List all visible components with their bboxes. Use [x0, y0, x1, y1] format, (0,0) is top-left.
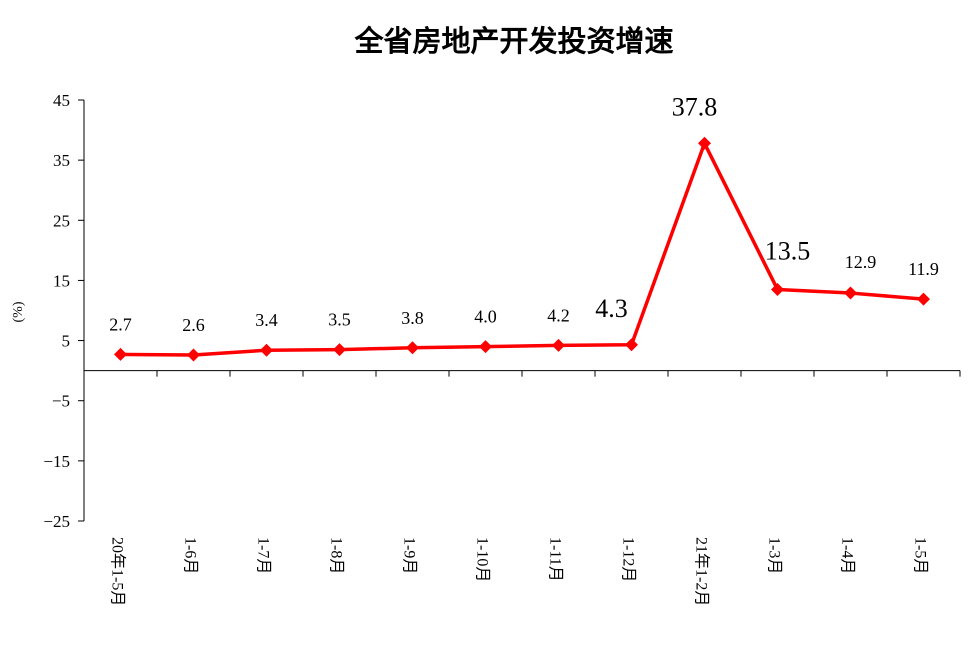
y-tick-label: −15	[43, 452, 70, 471]
x-tick-label: 1-8月	[328, 537, 345, 574]
data-point	[333, 343, 346, 357]
chart-title: 全省房地产开发投资增速	[354, 24, 674, 58]
data-point	[917, 292, 930, 306]
data-point	[698, 136, 711, 150]
y-tick-label: 5	[62, 332, 71, 351]
data-label: 4.0	[474, 307, 497, 327]
x-tick-label: 1-5月	[912, 537, 929, 574]
x-tick-label: 20年1-5月	[109, 537, 127, 606]
data-label: 12.9	[845, 252, 877, 272]
x-tick-label: 1-6月	[182, 537, 199, 574]
data-label: 37.8	[672, 92, 718, 121]
data-point	[479, 340, 492, 354]
x-tick-label: 1-9月	[401, 537, 418, 574]
y-tick-label: 15	[53, 271, 70, 290]
series-line	[120, 141, 924, 357]
y-tick-label: 45	[53, 91, 70, 110]
y-axis-label: (%)	[11, 301, 26, 322]
data-label: 3.8	[401, 308, 424, 328]
x-tick-label: 1-11月	[547, 537, 564, 582]
data-point	[114, 347, 127, 361]
data-point	[406, 341, 419, 355]
data-label: 4.3	[595, 294, 628, 323]
x-tick-label: 1-12月	[620, 537, 637, 582]
data-point	[844, 286, 857, 300]
x-tick-label: 1-10月	[474, 537, 491, 582]
data-label: 3.5	[328, 310, 351, 330]
y-tick-label: 25	[53, 211, 70, 230]
x-tick-label: 21年1-2月	[693, 537, 711, 606]
data-point	[625, 338, 638, 352]
data-label: 2.7	[109, 314, 132, 334]
data-point	[771, 282, 784, 296]
data-label: 11.9	[908, 259, 939, 279]
data-label: 3.4	[255, 310, 278, 330]
data-point	[260, 343, 273, 357]
data-point	[552, 338, 565, 352]
y-tick-label: 35	[53, 151, 70, 170]
x-tick-label: 1-3月	[766, 537, 783, 574]
data-label: 4.2	[547, 305, 570, 325]
data-label: 13.5	[765, 236, 811, 265]
data-label: 2.6	[182, 315, 205, 335]
x-tick-label: 1-4月	[839, 537, 856, 574]
x-tick-label: 1-7月	[255, 537, 272, 574]
data-point	[187, 348, 200, 362]
y-tick-label: −5	[52, 392, 70, 411]
y-tick-label: −25	[43, 512, 70, 531]
